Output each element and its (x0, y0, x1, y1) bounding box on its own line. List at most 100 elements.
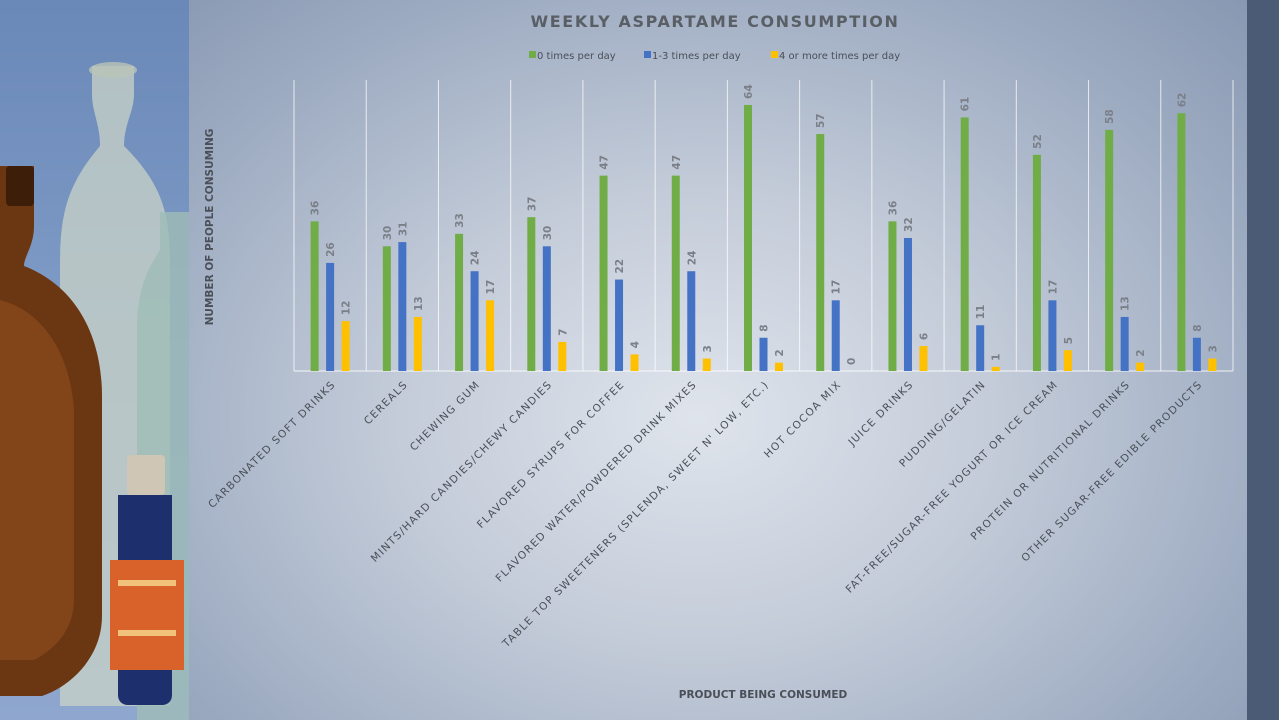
data-label: 62 (1176, 93, 1188, 108)
data-label: 24 (470, 251, 482, 266)
bar-0 (671, 175, 680, 371)
data-label: 61 (960, 97, 972, 112)
data-label: 36 (310, 201, 322, 216)
data-label: 30 (382, 226, 394, 241)
bar-1 (615, 279, 624, 371)
bar-2 (702, 358, 711, 371)
bar-0 (744, 104, 752, 371)
bar-0 (816, 134, 825, 371)
bar-2 (486, 300, 495, 371)
data-label: 58 (1104, 109, 1116, 124)
data-label: 12 (341, 300, 353, 315)
medicine-bottles-photo (0, 0, 189, 720)
x-tick-label: PROTEIN OR NUTRITIONAL DRINKS (969, 379, 1133, 543)
y-axis-title: NUMBER OF PEOPLE CONSUMING (204, 129, 216, 326)
data-label: 17 (831, 280, 843, 295)
legend-label-2: 4 or more times per day (779, 51, 900, 62)
bar-2 (1063, 350, 1072, 371)
data-label: 24 (686, 251, 698, 266)
bar-2 (919, 346, 928, 371)
data-label: 22 (614, 259, 626, 274)
data-label: 6 (918, 333, 930, 340)
bar-0 (888, 221, 897, 371)
x-tick-label: HOT COCOA MIX (762, 379, 844, 461)
data-label: 26 (325, 242, 337, 257)
data-label: 36 (887, 201, 899, 216)
legend-swatch-0 (529, 51, 536, 58)
bar-1 (1048, 300, 1057, 371)
data-label: 47 (671, 155, 683, 170)
bar-1 (759, 337, 768, 371)
data-label: 47 (599, 155, 611, 170)
bar-1 (831, 300, 840, 371)
bar-0 (1105, 129, 1114, 371)
data-label: 0 (846, 358, 858, 365)
bar-1 (398, 242, 407, 371)
x-tick-label: JUICE DRINKS (846, 379, 916, 449)
bar-1 (976, 325, 985, 371)
bar-2 (1136, 362, 1145, 371)
x-axis-title: PRODUCT BEING CONSUMED (679, 689, 848, 701)
chart-title: WEEKLY ASPARTAME CONSUMPTION (531, 12, 900, 31)
x-tick-label: FLAVORED SYRUPS FOR COFFEE (475, 379, 627, 531)
data-label: 17 (1047, 280, 1059, 295)
data-label: 3 (702, 345, 714, 352)
legend-label-1: 1-3 times per day (652, 51, 741, 62)
bar-1 (470, 271, 479, 371)
bar-2 (341, 321, 350, 371)
data-label: 33 (454, 213, 466, 228)
data-label: 52 (1032, 134, 1044, 149)
data-label: 1 (991, 354, 1003, 361)
legend-item-1: 1-3 times per day (644, 51, 741, 62)
bar-0 (1177, 113, 1186, 371)
data-label: 8 (759, 324, 771, 331)
bar-2 (991, 366, 1000, 371)
data-label: 57 (815, 113, 827, 128)
data-label: 2 (1135, 349, 1147, 356)
data-label: 7 (557, 329, 569, 336)
bar-2 (558, 341, 567, 371)
data-label: 31 (397, 222, 409, 237)
bar-2 (1208, 358, 1217, 371)
x-tick-label: CEREALS (362, 379, 411, 428)
bar-0 (310, 221, 319, 371)
bar-1 (903, 237, 912, 371)
legend-swatch-2 (771, 51, 778, 58)
legend-label-0: 0 times per day (537, 51, 616, 62)
bar-1 (687, 271, 696, 371)
legend: 0 times per day 1-3 times per day 4 or m… (529, 51, 900, 62)
legend-swatch-1 (644, 51, 651, 58)
bar-0 (455, 233, 464, 371)
bar-2 (775, 362, 783, 371)
data-label: 3 (1207, 345, 1219, 352)
bar-2 (630, 354, 639, 371)
legend-item-0: 0 times per day (529, 51, 616, 62)
bar-1 (1192, 337, 1201, 371)
data-label: 11 (975, 305, 987, 320)
bottles-illustration (0, 62, 189, 720)
data-label: 32 (903, 217, 915, 232)
data-label: 30 (542, 226, 554, 241)
bar-1 (542, 246, 551, 371)
data-label: 13 (413, 296, 425, 311)
legend-item-2: 4 or more times per day (771, 51, 900, 62)
bar-0 (1032, 154, 1041, 371)
bar-0 (527, 217, 536, 371)
data-label: 5 (1063, 337, 1075, 344)
bar-1 (326, 262, 335, 371)
bar-0 (382, 246, 391, 371)
data-label: 37 (526, 197, 538, 212)
right-accent-strip (1247, 0, 1279, 720)
x-tick-label: TABLE TOP SWEETENERS (SPLENDA, SWEET N' … (500, 379, 772, 651)
data-label: 8 (1192, 324, 1204, 331)
data-label: 64 (743, 84, 755, 99)
data-label: 17 (485, 280, 497, 295)
data-label: 2 (774, 349, 786, 356)
bar-0 (960, 117, 969, 372)
x-tick-label: CARBONATED SOFT DRINKS (206, 379, 338, 511)
data-label: 4 (630, 341, 642, 348)
x-tick-label: CHEWING GUM (408, 379, 483, 454)
bar-2 (413, 316, 422, 371)
